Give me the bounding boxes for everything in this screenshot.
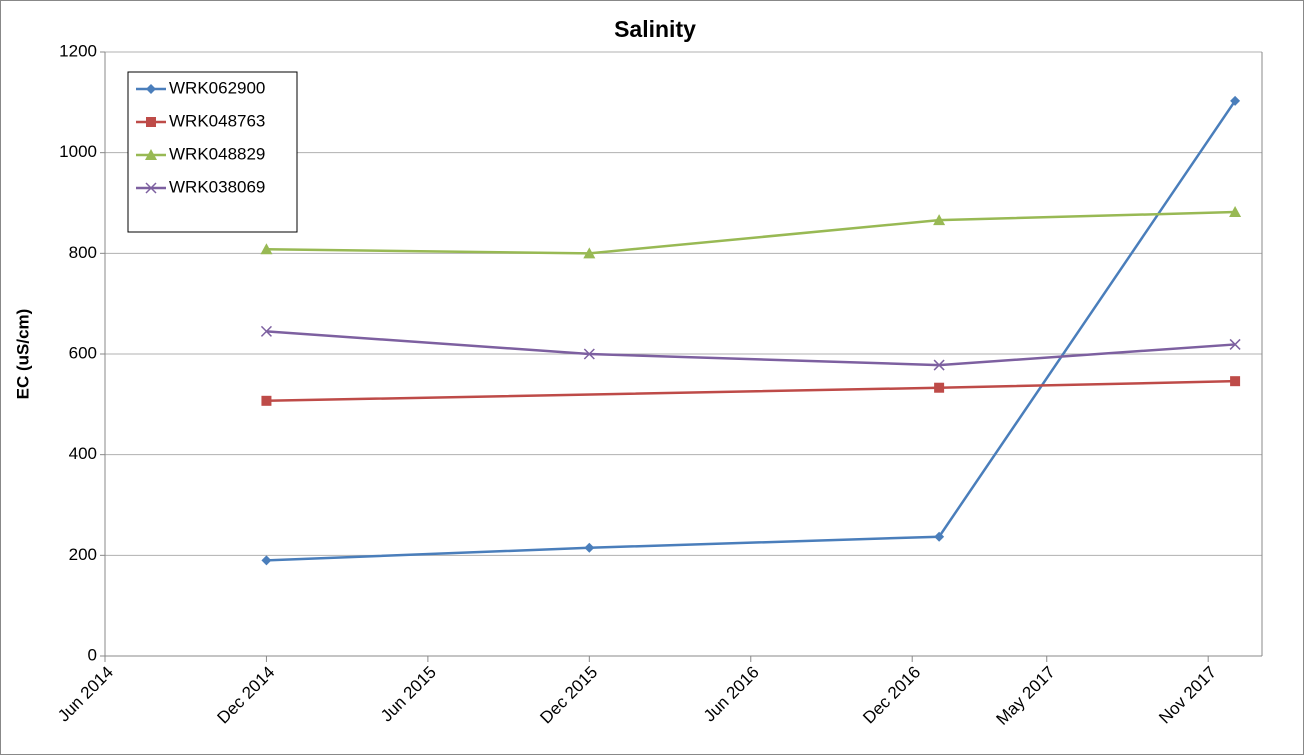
y-axis-label: EC (uS/cm): [13, 309, 32, 400]
marker: [934, 382, 945, 393]
marker: [934, 531, 945, 542]
marker: [146, 84, 156, 94]
marker: [583, 348, 595, 360]
marker: [1230, 376, 1241, 387]
marker: [583, 247, 596, 259]
y-tick-label: 1000: [59, 142, 97, 161]
series-line: [266, 100, 1237, 562]
marker: [145, 149, 157, 160]
y-tick-label: 1200: [59, 41, 97, 60]
marker: [1230, 95, 1241, 106]
marker: [260, 243, 273, 255]
y-tick-label: 200: [69, 545, 97, 564]
y-tick-label: 600: [69, 343, 97, 362]
y-tick-label: 800: [69, 243, 97, 262]
marker: [933, 359, 945, 371]
marker: [145, 182, 157, 194]
marker: [260, 325, 272, 337]
marker: [261, 555, 272, 566]
y-tick-label: 0: [88, 645, 97, 664]
series-line: [266, 330, 1236, 367]
marker: [1229, 206, 1242, 218]
series-line: [266, 210, 1236, 255]
legend-label: WRK038069: [169, 177, 265, 196]
legend-label: WRK048829: [169, 144, 265, 163]
legend-label: WRK048763: [169, 111, 265, 130]
chart-title: Salinity: [614, 16, 696, 42]
legend-label: WRK062900: [169, 78, 265, 97]
marker: [1229, 338, 1241, 350]
marker: [146, 117, 156, 127]
marker: [261, 395, 272, 406]
legend-box: [127, 71, 298, 233]
y-tick-label: 400: [69, 444, 97, 463]
marker: [933, 214, 946, 226]
marker: [584, 542, 595, 553]
